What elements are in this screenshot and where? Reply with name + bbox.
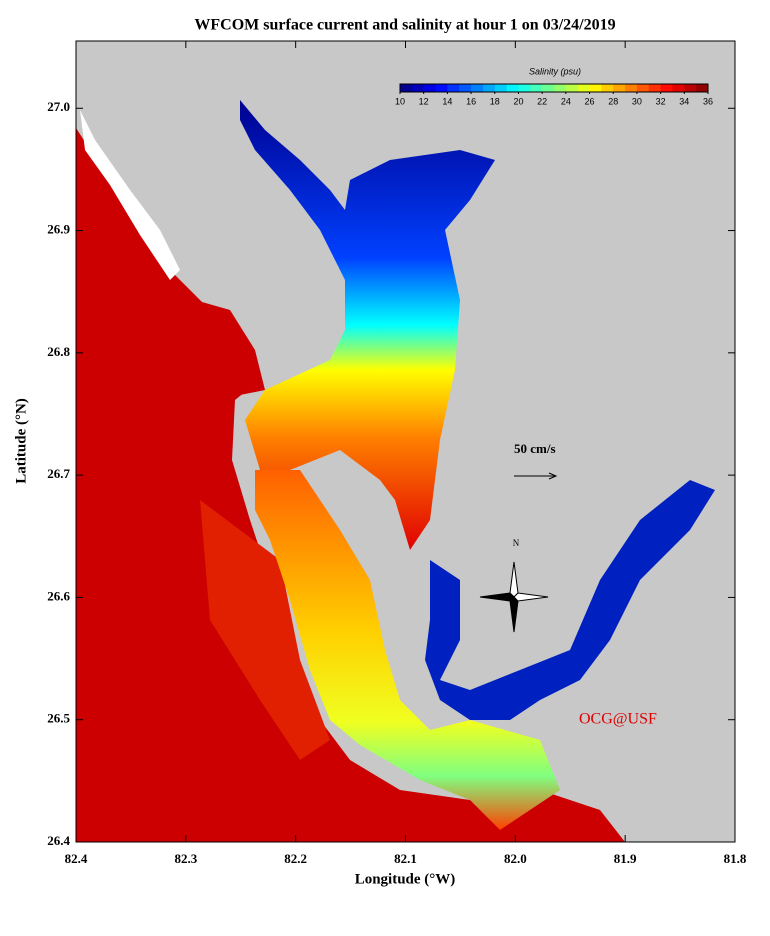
compass-east [513, 592, 549, 602]
colorbar-cell [435, 84, 448, 92]
colorbar-cell [447, 84, 460, 92]
colorbar-cell [411, 84, 425, 92]
barrier-islands [80, 110, 180, 280]
scale-label: 50 cm/s [514, 441, 556, 456]
colorbar-cell [471, 84, 484, 92]
colorbar-tick-label: 26 [585, 96, 595, 106]
colorbar-tick-label: 20 [513, 96, 523, 106]
colorbar-cell [648, 84, 662, 92]
colorbar-tick-label: 14 [442, 96, 452, 106]
colorbar-cell [554, 84, 567, 92]
colorbar-frame [399, 83, 709, 93]
colorbar-cell [684, 84, 697, 92]
y-tick-label: 26.6 [47, 588, 70, 603]
colorbar-cell [589, 84, 602, 92]
compass [479, 561, 549, 633]
scale-arrowhead [548, 472, 558, 480]
colorbar-cell [400, 84, 413, 92]
north-label: N [513, 538, 520, 548]
charlotte-harbor [240, 100, 495, 550]
colorbar-tick-label: 10 [395, 96, 405, 106]
x-tick-label: 82.2 [284, 851, 307, 866]
y-tick-label: 26.4 [47, 833, 70, 848]
x-tick-label: 82.0 [504, 851, 527, 866]
gulf-water [76, 128, 625, 842]
y-tick-label: 27.0 [47, 99, 70, 114]
y-tick-label: 26.7 [47, 466, 70, 481]
myakka-river [195, 300, 265, 395]
colorbar-tick-label: 32 [656, 96, 666, 106]
colorbar-cell [506, 84, 519, 92]
x-tick-label: 81.8 [724, 851, 747, 866]
colorbar-tick-label: 36 [703, 96, 713, 106]
colorbar-cell [542, 84, 555, 92]
title: WFCOM surface current and salinity at ho… [194, 17, 615, 34]
colorbar-cell [613, 84, 626, 92]
x-axis-label: Longitude (°W) [355, 871, 456, 887]
colorbar-cell [423, 84, 437, 92]
x-tick-label: 82.4 [65, 851, 88, 866]
colorbar-cell [459, 84, 472, 92]
pine-island-sound [255, 470, 560, 830]
colorbar-cell [660, 84, 673, 92]
colorbar-tick-label: 34 [679, 96, 689, 106]
y-tick-label: 26.8 [47, 344, 70, 359]
colorbar-cell [672, 84, 685, 92]
y-tick-label: 26.5 [47, 711, 70, 726]
colorbar-cell [565, 84, 579, 92]
colorbar-cell [625, 84, 638, 92]
x-tick-label: 81.9 [614, 851, 637, 866]
colorbar-cell [482, 84, 496, 92]
colorbar-tick-label: 28 [608, 96, 618, 106]
colorbar-tick-label: 16 [466, 96, 476, 106]
colorbar-tick-label: 22 [537, 96, 547, 106]
colorbar-cell [636, 84, 650, 92]
colorbar-cell [577, 84, 591, 92]
colorbar-cell [696, 84, 709, 92]
y-tick-label: 26.9 [47, 222, 70, 237]
x-tick-label: 82.3 [174, 851, 197, 866]
nearshore-water [200, 500, 330, 760]
caloosahatchee [425, 480, 715, 720]
colorbar-tick-label: 24 [561, 96, 571, 106]
map-area: N 50 cm/s OCG@USF [75, 40, 736, 843]
colorbar-title: Salinity (psu) [529, 66, 581, 76]
colorbar-tick-label: 12 [419, 96, 429, 106]
y-axis-label: Latitude (°N) [13, 398, 29, 484]
colorbar-tick-label: 18 [490, 96, 500, 106]
colorbar-cell [494, 84, 508, 92]
x-tick-label: 82.1 [394, 851, 417, 866]
colorbar-cell [530, 84, 543, 92]
colorbar-tick-label: 30 [632, 96, 642, 106]
colorbar-cell [601, 84, 614, 92]
credit: OCG@USF [579, 711, 657, 728]
colorbar-cell [518, 84, 531, 92]
